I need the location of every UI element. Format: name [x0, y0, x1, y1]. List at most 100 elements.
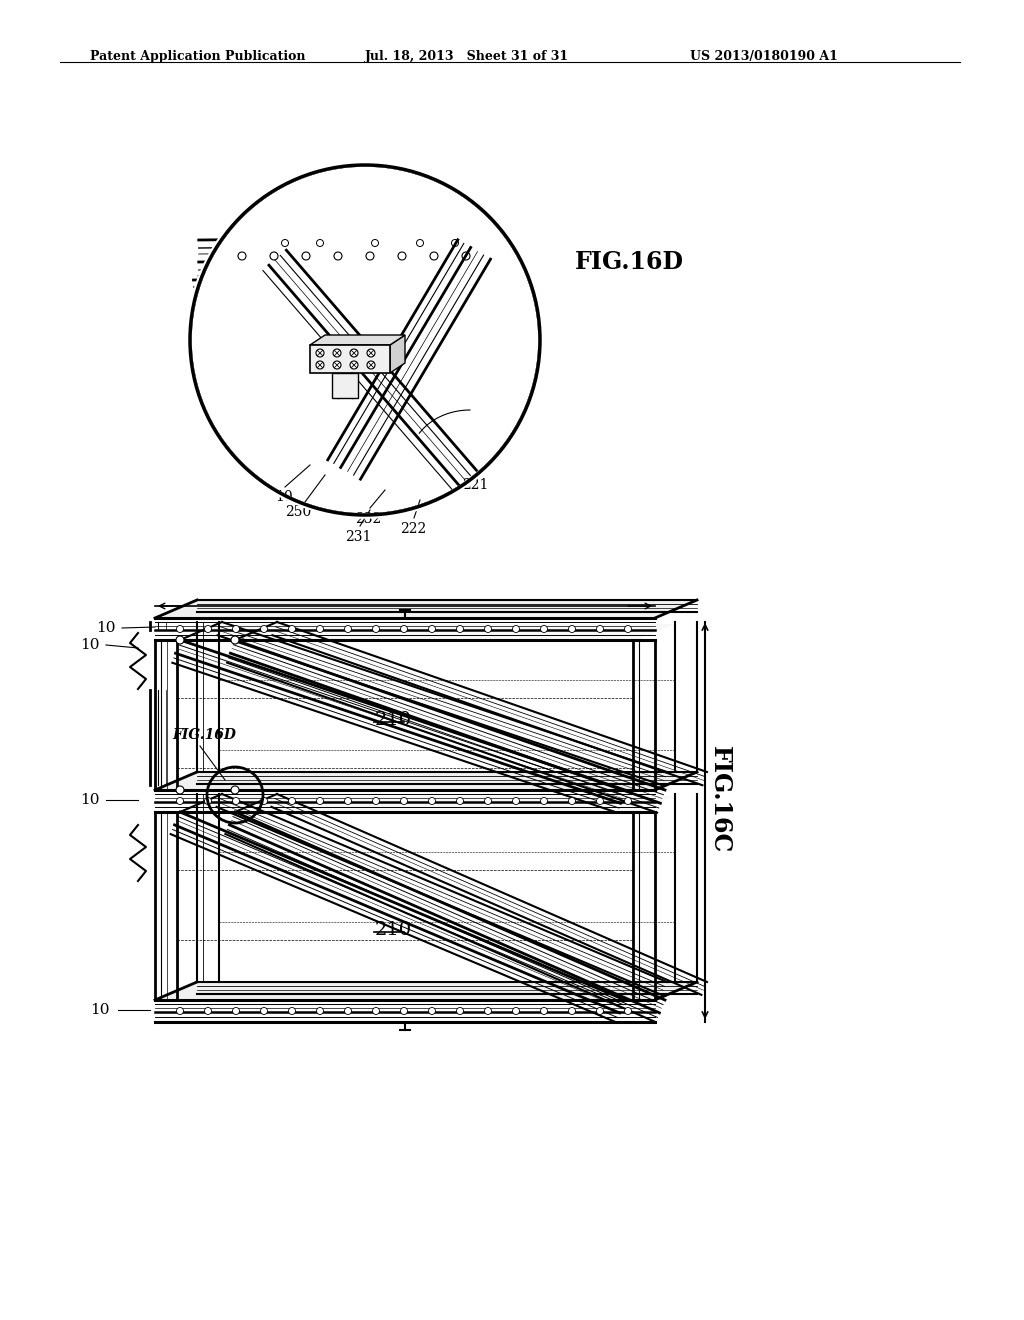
- Circle shape: [176, 636, 184, 644]
- Circle shape: [289, 626, 296, 632]
- Text: 210: 210: [375, 711, 412, 729]
- Circle shape: [238, 252, 246, 260]
- Circle shape: [344, 1007, 351, 1015]
- Circle shape: [541, 797, 548, 804]
- Circle shape: [462, 252, 470, 260]
- Circle shape: [625, 1007, 632, 1015]
- Circle shape: [190, 165, 540, 515]
- Circle shape: [316, 360, 324, 370]
- Circle shape: [512, 626, 519, 632]
- Circle shape: [231, 785, 239, 795]
- Circle shape: [350, 360, 358, 370]
- Circle shape: [302, 252, 310, 260]
- Circle shape: [205, 797, 212, 804]
- Circle shape: [176, 785, 184, 795]
- Circle shape: [367, 360, 375, 370]
- Text: 231: 231: [345, 531, 372, 544]
- Text: FIG.16D: FIG.16D: [172, 729, 236, 742]
- Circle shape: [176, 1007, 183, 1015]
- Text: 10: 10: [96, 620, 116, 635]
- Bar: [332, 374, 358, 399]
- Circle shape: [316, 797, 324, 804]
- Text: 222: 222: [400, 521, 426, 536]
- Circle shape: [625, 797, 632, 804]
- Bar: [310, 345, 390, 374]
- Circle shape: [205, 626, 212, 632]
- Circle shape: [428, 626, 435, 632]
- Polygon shape: [155, 601, 697, 618]
- Circle shape: [367, 348, 375, 356]
- Text: 10: 10: [90, 1003, 110, 1016]
- Text: 10: 10: [80, 793, 99, 807]
- Polygon shape: [155, 772, 697, 789]
- Polygon shape: [155, 982, 697, 1001]
- Circle shape: [417, 239, 424, 247]
- Circle shape: [260, 797, 267, 804]
- Circle shape: [597, 626, 603, 632]
- Text: 210: 210: [375, 921, 412, 939]
- Circle shape: [484, 797, 492, 804]
- Circle shape: [428, 797, 435, 804]
- Circle shape: [597, 1007, 603, 1015]
- Circle shape: [400, 1007, 408, 1015]
- Circle shape: [289, 797, 296, 804]
- Circle shape: [289, 1007, 296, 1015]
- Circle shape: [316, 348, 324, 356]
- Circle shape: [398, 252, 406, 260]
- Circle shape: [231, 636, 239, 644]
- Circle shape: [232, 626, 240, 632]
- Circle shape: [344, 797, 351, 804]
- Circle shape: [270, 252, 278, 260]
- Circle shape: [232, 797, 240, 804]
- Circle shape: [373, 1007, 380, 1015]
- Text: FIG.16D: FIG.16D: [575, 249, 684, 275]
- Circle shape: [344, 626, 351, 632]
- Circle shape: [457, 797, 464, 804]
- Text: 221: 221: [462, 478, 488, 492]
- Circle shape: [428, 1007, 435, 1015]
- Circle shape: [232, 1007, 240, 1015]
- Circle shape: [260, 1007, 267, 1015]
- Text: FIG.16C: FIG.16C: [708, 746, 732, 854]
- Circle shape: [484, 1007, 492, 1015]
- Circle shape: [457, 1007, 464, 1015]
- Circle shape: [568, 1007, 575, 1015]
- Circle shape: [316, 239, 324, 247]
- Circle shape: [373, 797, 380, 804]
- Polygon shape: [310, 335, 406, 345]
- Circle shape: [176, 626, 183, 632]
- Circle shape: [333, 348, 341, 356]
- Circle shape: [452, 239, 459, 247]
- Circle shape: [568, 626, 575, 632]
- Text: 250: 250: [285, 506, 311, 519]
- Polygon shape: [177, 796, 675, 814]
- Text: 232: 232: [355, 512, 381, 525]
- Circle shape: [372, 239, 379, 247]
- Circle shape: [512, 797, 519, 804]
- Circle shape: [366, 252, 374, 260]
- Text: 10: 10: [275, 490, 293, 504]
- Circle shape: [541, 1007, 548, 1015]
- Text: US 2013/0180190 A1: US 2013/0180190 A1: [690, 50, 838, 63]
- Circle shape: [282, 239, 289, 247]
- Circle shape: [457, 626, 464, 632]
- Circle shape: [333, 360, 341, 370]
- Text: Patent Application Publication: Patent Application Publication: [90, 50, 305, 63]
- Circle shape: [350, 348, 358, 356]
- Circle shape: [568, 797, 575, 804]
- Circle shape: [334, 252, 342, 260]
- Circle shape: [541, 626, 548, 632]
- Text: 10: 10: [80, 638, 99, 652]
- Polygon shape: [390, 335, 406, 374]
- Circle shape: [176, 797, 183, 804]
- Text: Jul. 18, 2013   Sheet 31 of 31: Jul. 18, 2013 Sheet 31 of 31: [365, 50, 569, 63]
- Circle shape: [430, 252, 438, 260]
- Circle shape: [316, 626, 324, 632]
- Polygon shape: [177, 624, 675, 642]
- Circle shape: [597, 797, 603, 804]
- Circle shape: [512, 1007, 519, 1015]
- Circle shape: [205, 1007, 212, 1015]
- Circle shape: [400, 797, 408, 804]
- Circle shape: [260, 626, 267, 632]
- Circle shape: [373, 626, 380, 632]
